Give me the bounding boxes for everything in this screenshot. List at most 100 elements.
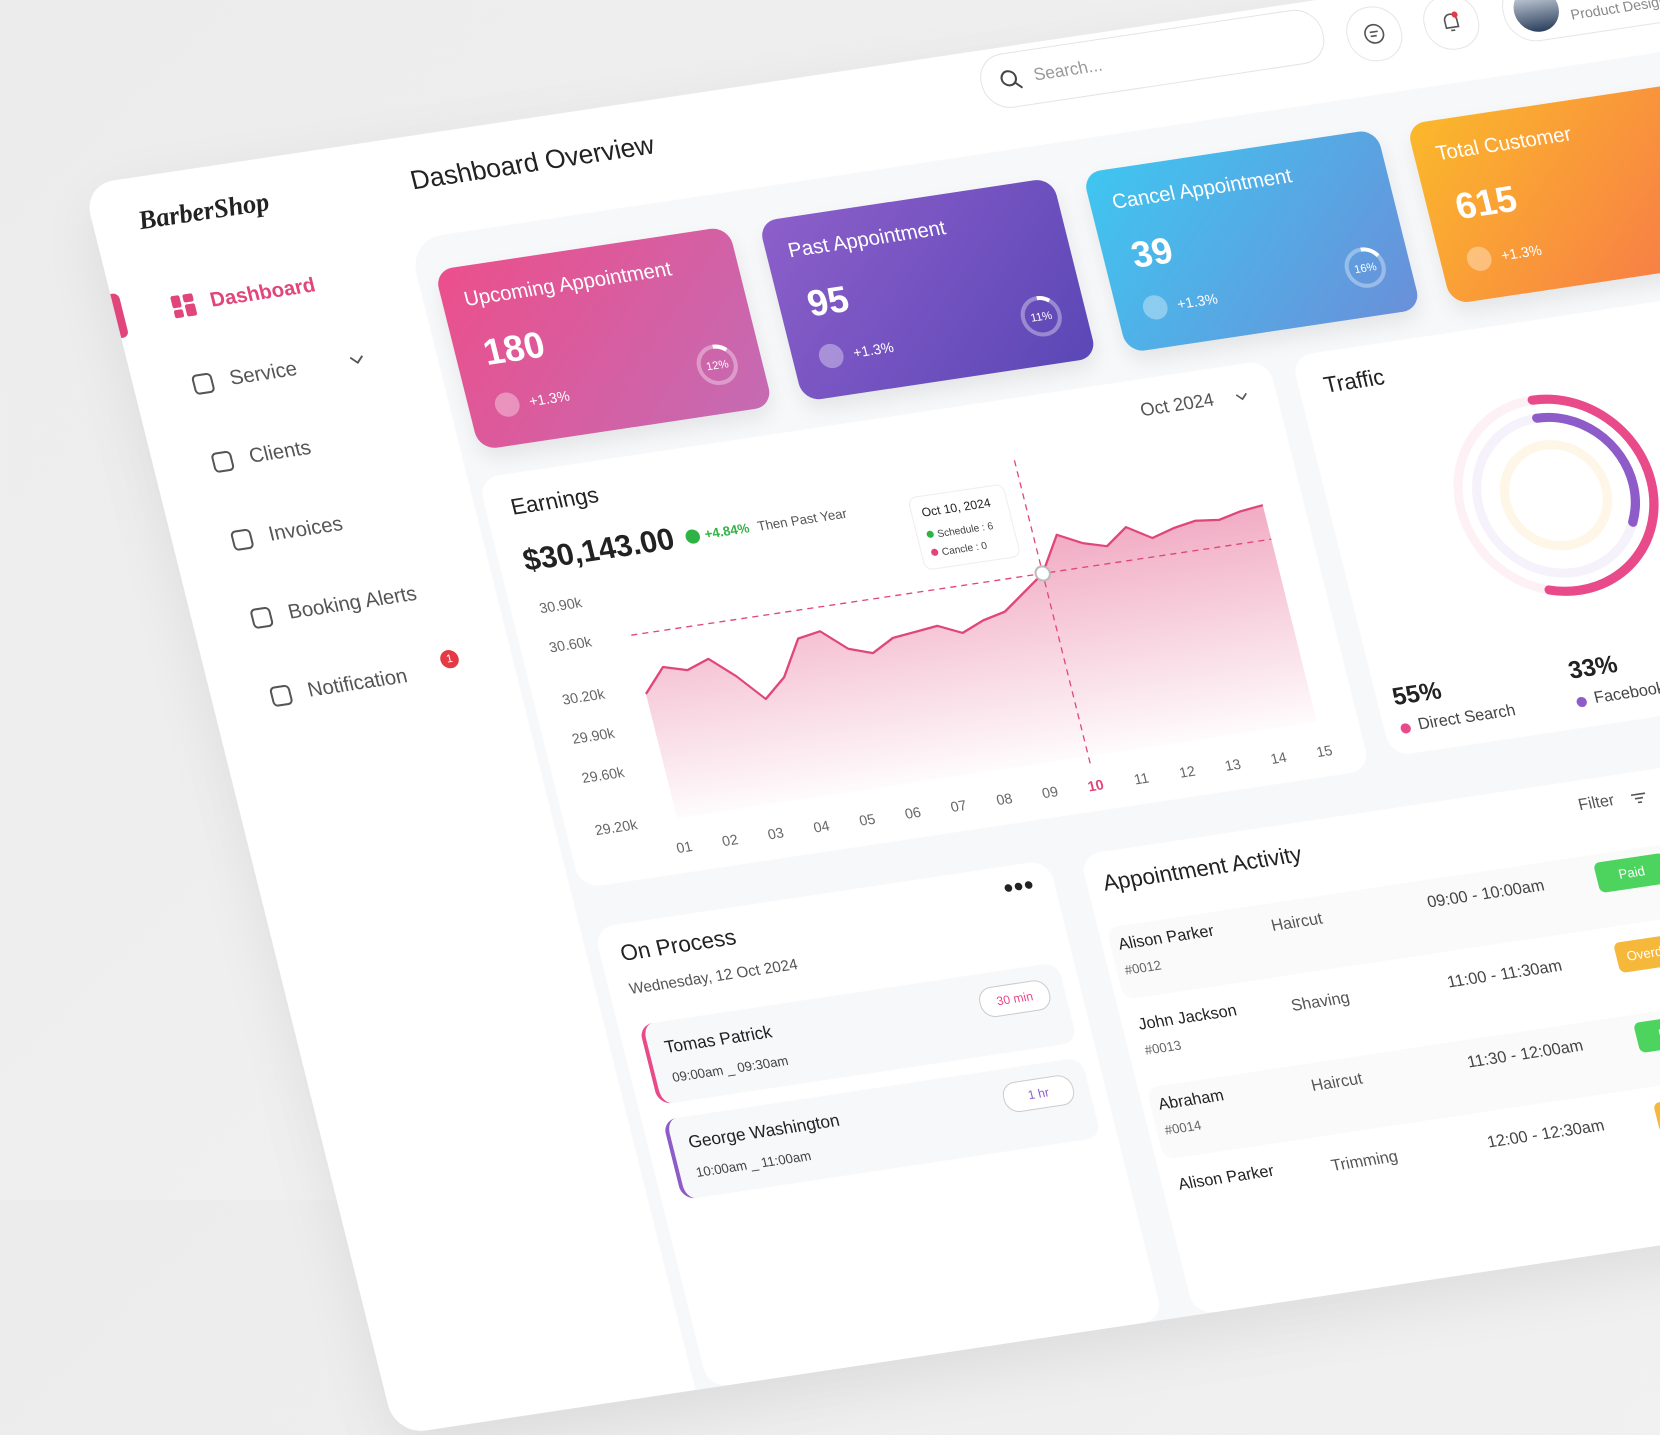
x-tick-label: 04 bbox=[812, 819, 832, 837]
process-name: Tomas Patrick bbox=[663, 1022, 775, 1058]
filter-button[interactable]: Filter bbox=[1577, 792, 1617, 815]
profile[interactable]: JohnProduct Designer bbox=[1496, 0, 1660, 46]
traffic-title: Traffic bbox=[1321, 364, 1387, 399]
icon-part bbox=[170, 295, 182, 308]
x-tick-label: 03 bbox=[766, 825, 786, 843]
progress-ring: 16% bbox=[1338, 242, 1393, 293]
menu-icon bbox=[190, 371, 218, 396]
traffic-name: Facebook bbox=[1592, 680, 1660, 709]
chevron-path bbox=[350, 356, 364, 364]
badge: 1 bbox=[438, 649, 461, 670]
x-tick-label: 08 bbox=[995, 791, 1015, 809]
icon-part bbox=[182, 293, 194, 303]
period-chevron bbox=[1235, 392, 1249, 402]
menu-item[interactable]: Dashboard bbox=[208, 274, 318, 313]
period-select[interactable]: Oct 2024 bbox=[1138, 389, 1216, 421]
traffic-rings bbox=[1419, 369, 1660, 622]
change-icon bbox=[1140, 294, 1170, 322]
filter-icon bbox=[1630, 791, 1649, 805]
header-icon bbox=[1361, 21, 1389, 46]
y-tick-label: 30.90k bbox=[538, 595, 585, 617]
change-icon bbox=[1464, 245, 1494, 273]
earnings-change: +4.84% bbox=[703, 520, 751, 542]
y-tick-label: 30.60k bbox=[548, 634, 595, 656]
y-tick-label: 29.60k bbox=[580, 765, 627, 787]
icon-part bbox=[185, 303, 198, 317]
icon-part bbox=[174, 309, 185, 318]
earnings-total: $30,143.00 bbox=[520, 522, 679, 579]
progress-ring: 12% bbox=[690, 340, 745, 391]
menu-item[interactable]: Service bbox=[227, 358, 299, 391]
card-change: +1.3% bbox=[851, 339, 895, 361]
change-dot bbox=[684, 529, 702, 545]
card-value: 39 bbox=[1127, 229, 1178, 277]
process-time: 10:00am _ 11:00am bbox=[694, 1148, 812, 1180]
icon-part bbox=[270, 685, 293, 706]
ring-label: 16% bbox=[1353, 261, 1378, 276]
chat-lines bbox=[1370, 31, 1379, 36]
search-placeholder: Search... bbox=[1032, 55, 1105, 85]
menu-icon bbox=[248, 605, 276, 630]
card-change: +1.3% bbox=[1499, 241, 1543, 263]
search-icon bbox=[998, 67, 1026, 92]
search-glass bbox=[1000, 70, 1018, 86]
x-tick-label: 05 bbox=[858, 812, 878, 830]
filter-lines bbox=[1631, 793, 1647, 803]
search-handle bbox=[1015, 82, 1023, 89]
x-tick-label: 11 bbox=[1132, 771, 1150, 789]
menu-item[interactable]: Notification bbox=[305, 665, 410, 703]
inner-track bbox=[1494, 438, 1619, 553]
ring-label: 11% bbox=[1029, 310, 1053, 325]
more-menu[interactable]: ••• bbox=[1000, 869, 1038, 905]
x-tick-label: 15 bbox=[1315, 743, 1335, 761]
card-title: Upcoming Appointment bbox=[462, 258, 675, 312]
menu-item[interactable]: Clients bbox=[247, 437, 314, 469]
x-tick-label: 01 bbox=[675, 839, 695, 857]
traffic-value: 55% bbox=[1390, 677, 1445, 712]
duration-pill: 1 hr bbox=[1000, 1073, 1078, 1114]
notification-button[interactable] bbox=[1418, 0, 1486, 53]
icon-part bbox=[212, 451, 235, 472]
card-title: Cancel Appointment bbox=[1110, 165, 1295, 215]
x-tick-label: 13 bbox=[1223, 757, 1243, 775]
menu-icon bbox=[268, 683, 296, 708]
x-tick-label: 14 bbox=[1269, 750, 1289, 768]
y-tick-label: 29.20k bbox=[593, 817, 640, 839]
icon-part bbox=[192, 373, 215, 394]
menu-icon bbox=[170, 293, 198, 318]
card-value: 615 bbox=[1451, 177, 1522, 228]
card-value: 180 bbox=[479, 323, 550, 374]
card-title: Total Customer bbox=[1434, 123, 1574, 166]
earnings-note: Then Past Year bbox=[756, 505, 849, 533]
icon-part bbox=[231, 529, 254, 550]
progress-ring: 11% bbox=[1014, 291, 1069, 342]
earnings-title: Earnings bbox=[508, 482, 601, 521]
card-title: Past Appointment bbox=[786, 217, 949, 264]
card-value: 95 bbox=[803, 277, 854, 325]
chevron bbox=[349, 354, 366, 366]
traffic-value: 33% bbox=[1566, 651, 1621, 686]
x-tick-label: 09 bbox=[1040, 784, 1060, 802]
active-indicator bbox=[110, 293, 129, 338]
header-icon bbox=[1438, 10, 1466, 35]
x-tick-label: 10 bbox=[1086, 777, 1106, 795]
legend-dot bbox=[1400, 723, 1413, 735]
menu-item[interactable]: Booking Alerts bbox=[286, 583, 420, 625]
bell-dot bbox=[1451, 11, 1459, 18]
x-tick-label: 06 bbox=[903, 805, 923, 823]
message-button[interactable] bbox=[1341, 3, 1409, 65]
legend-dot bbox=[1576, 696, 1589, 708]
search-bar[interactable]: Search... bbox=[975, 6, 1331, 111]
card-change: +1.3% bbox=[1175, 290, 1219, 312]
menu-icon bbox=[209, 449, 237, 474]
profile-role: Product Designer bbox=[1569, 0, 1660, 23]
menu-item[interactable]: Invoices bbox=[266, 513, 345, 547]
y-tick-label: 30.20k bbox=[561, 687, 608, 709]
appointments-title: Appointment Activity bbox=[1100, 841, 1305, 897]
y-tick-label: 29.90k bbox=[570, 726, 617, 748]
process-name: George Washington bbox=[686, 1110, 842, 1153]
avatar bbox=[1509, 0, 1564, 35]
chevron-path bbox=[1236, 393, 1247, 400]
